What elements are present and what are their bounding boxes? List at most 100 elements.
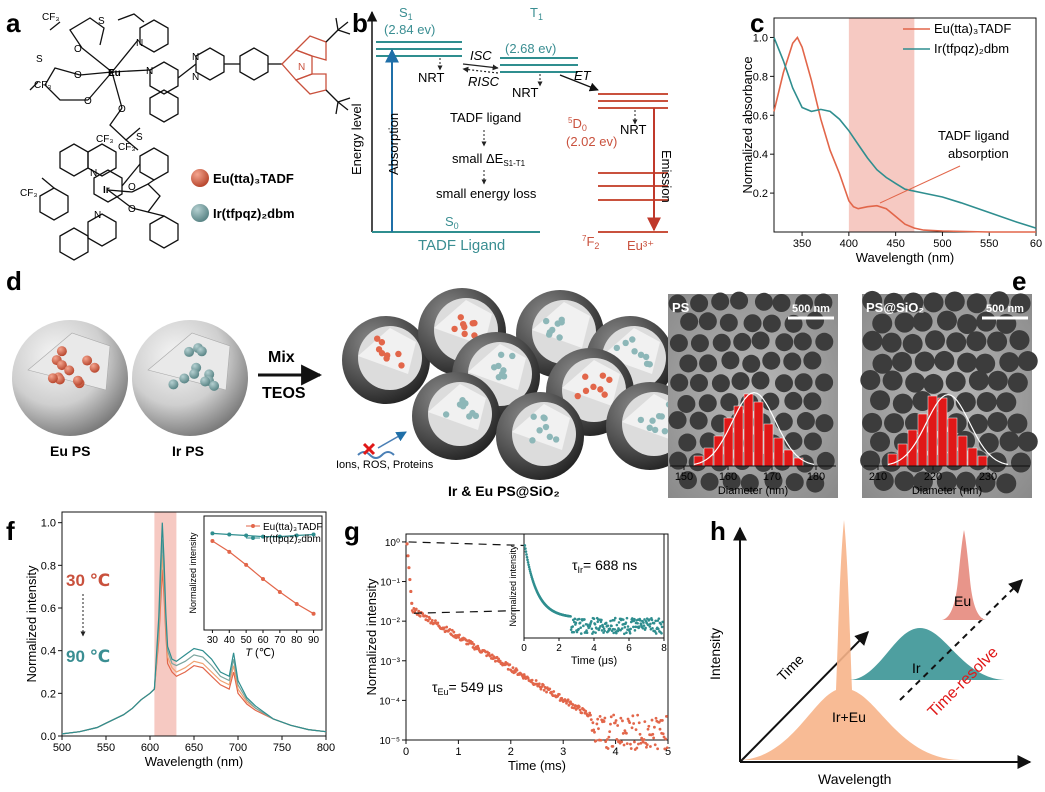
y-tick-label-3: 0.8 <box>753 71 768 83</box>
decay-point-233 <box>597 727 600 731</box>
y-tick-label-0: 0.0 <box>41 731 56 743</box>
inset-decay-point-169 <box>613 628 617 631</box>
loaded-dot <box>541 415 548 422</box>
loaded-dot <box>642 353 650 361</box>
decay-point-283 <box>637 742 640 746</box>
tem-particle <box>989 291 1010 312</box>
tem-particle <box>957 352 978 373</box>
decay-point-150 <box>530 678 534 682</box>
decay-point-246 <box>607 735 611 739</box>
inset-decay-point-177 <box>617 621 621 624</box>
product-label: Ir & Eu PS@SiO₂ <box>448 483 560 499</box>
inset-point-1-2 <box>244 533 249 538</box>
tem-particle <box>795 294 814 313</box>
decay-point-268 <box>625 731 628 735</box>
inset-decay-point-144 <box>600 618 603 622</box>
decay-point-290 <box>642 738 646 741</box>
eu-label: Eu <box>954 593 971 609</box>
tem-particle <box>923 292 944 313</box>
particle-dot <box>209 380 220 391</box>
et-arrow <box>559 74 599 92</box>
inset-decay-point-147 <box>601 625 605 629</box>
inset-x-tick-label-0: 30 <box>207 635 219 646</box>
decay-point-168 <box>545 690 548 694</box>
inset-decay-point-101 <box>577 627 580 631</box>
y-tick-label-0: 0.2 <box>753 188 768 200</box>
inset-decay-point-129 <box>592 630 595 634</box>
tem-particle <box>785 473 804 492</box>
tem-particle <box>996 392 1017 413</box>
inset-decay-point-1 <box>524 547 527 550</box>
loaded-dot <box>637 416 645 424</box>
tem-particle <box>803 432 822 451</box>
loaded-dot <box>590 383 597 391</box>
decay-point-177 <box>552 690 556 693</box>
inset-decay-point-160 <box>608 627 612 631</box>
inset-decay-point-217 <box>638 619 642 622</box>
loaded-dot <box>582 387 590 395</box>
tem-particle <box>955 471 976 492</box>
loaded-dot <box>637 351 645 359</box>
y-tick-label-2: 10⁻² <box>380 617 400 628</box>
n-atom-2: N <box>146 66 153 77</box>
tem-particle <box>803 392 822 411</box>
decay-point-58 <box>457 635 461 639</box>
highlight-band <box>848 18 915 232</box>
loaded-dot <box>599 372 607 379</box>
tem-particle <box>783 352 802 371</box>
tem-x-tick-label: 220 <box>924 471 942 483</box>
inset-decay-point-250 <box>656 619 660 622</box>
panel-g: g 0 1 2 3 4 5 10⁰ 10⁻¹ 10⁻² 10⁻³ 10⁻⁴ 10⁻⁵ Time (ms)… <box>344 516 671 773</box>
inset-decay-point-168 <box>612 618 616 622</box>
inset-decay-point-104 <box>578 621 582 625</box>
decay-point-110 <box>498 659 502 663</box>
panel-letter-g: g <box>344 516 360 546</box>
decay-point-289 <box>641 740 645 744</box>
risc-label: RISC <box>468 74 500 89</box>
decay-point-305 <box>654 716 658 720</box>
x-tick-label-5: 750 <box>273 742 291 754</box>
decay-point-301 <box>651 732 655 736</box>
inset-decay-point-96 <box>574 621 578 625</box>
loaded-dot <box>395 350 402 358</box>
inset-decay-point-110 <box>582 624 585 628</box>
tem-particle <box>999 352 1020 373</box>
tem-particle <box>1010 452 1031 473</box>
decay-point-10 <box>418 614 422 618</box>
decay-point-319 <box>665 746 669 750</box>
intensity-label: Intensity <box>707 628 723 680</box>
inset-point-1-0 <box>210 531 215 536</box>
decay-point-252 <box>612 713 616 717</box>
particle-dot <box>179 373 190 384</box>
inset-decay-point-199 <box>629 627 632 631</box>
decay-point-22 <box>428 617 432 621</box>
y-tick-label-2: 0.6 <box>753 110 768 122</box>
inset-point-0-5 <box>294 601 299 606</box>
inset-x-tick-label-1: 40 <box>224 635 236 646</box>
decay-point-278 <box>633 740 636 744</box>
tem-particle <box>784 432 803 451</box>
tem-particle <box>862 290 883 311</box>
histogram-bar <box>947 417 958 467</box>
tem-particle <box>774 374 793 393</box>
decay-point-303 <box>653 725 656 729</box>
panel-letter-h: h <box>710 516 726 546</box>
tem-particle <box>925 330 946 351</box>
histogram-bar <box>957 435 968 467</box>
tau-ir-label: τIr= 688 ns <box>572 557 637 575</box>
decay-point-295 <box>646 727 650 731</box>
x-tick-label-3: 650 <box>185 742 203 754</box>
inset-decay-point-105 <box>579 626 583 629</box>
ir-legend-label: Ir(tfpqz)₂dbm <box>213 206 295 221</box>
zoom-line-top <box>408 541 543 547</box>
inset-x-tick-label-5: 80 <box>291 635 303 646</box>
tem-particle <box>975 353 996 374</box>
tem-image-ps: 500 nm PS 150 160 170 180 Diameter (nm) <box>668 291 838 498</box>
inset-y-axis-label: Normalized intensity <box>508 545 518 627</box>
inset-decay-point-191 <box>625 631 628 634</box>
mix-label: Mix <box>268 349 295 366</box>
tem-particle <box>894 312 915 333</box>
inset-decay-point-90 <box>571 625 575 628</box>
loaded-dot <box>552 436 560 443</box>
tem-particle <box>914 351 935 372</box>
